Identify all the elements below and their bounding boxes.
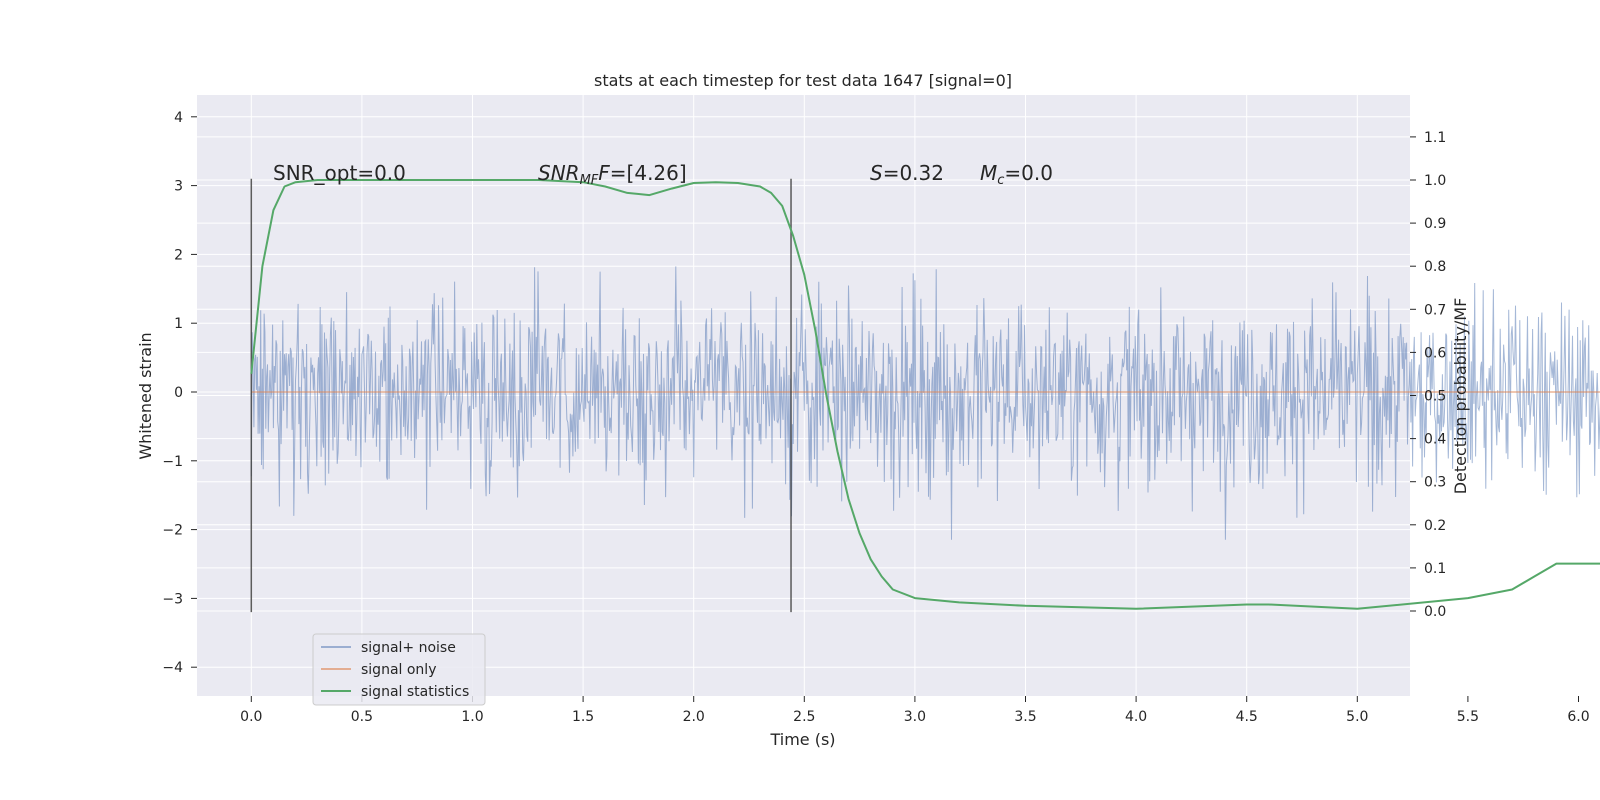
y-axis-label-right: Detection probability/MF <box>1451 298 1470 495</box>
x-tick-label: 5.5 <box>1457 709 1479 725</box>
y-tick-label-left: −1 <box>162 454 183 470</box>
legend-label-stats: signal statistics <box>361 684 469 700</box>
x-tick-label: 5.0 <box>1346 709 1368 725</box>
y-axis-label-left: Whitened strain <box>136 332 155 459</box>
y-tick-label-right: 0.7 <box>1424 302 1446 318</box>
chart-title: stats at each timestep for test data 164… <box>594 71 1012 90</box>
y-tick-label-right: 0.9 <box>1424 216 1446 232</box>
x-tick-label: 1.5 <box>572 709 594 725</box>
y-tick-label-right: 0.4 <box>1424 432 1446 448</box>
y-tick-label-right: 0.8 <box>1424 259 1446 275</box>
y-tick-label-left: 0 <box>174 385 183 401</box>
y-tick-label-right: 0.0 <box>1424 604 1446 620</box>
y-tick-label-left: −3 <box>162 591 183 607</box>
x-tick-label: 0.0 <box>240 709 262 725</box>
y-tick-label-right: 0.2 <box>1424 518 1446 534</box>
legend-box <box>312 633 486 706</box>
y-tick-label-right: 0.3 <box>1424 475 1446 491</box>
snr-mf-sub: MF <box>580 173 599 188</box>
mc-value: =0.0 <box>1004 161 1053 185</box>
y-tick-label-right: 1.0 <box>1424 173 1446 189</box>
x-tick-label: 4.5 <box>1236 709 1258 725</box>
y-tick-label-left: 2 <box>174 247 183 263</box>
legend-label-noise: signal+ noise <box>361 640 456 656</box>
y-tick-label-left: 3 <box>174 179 183 195</box>
x-tick-label: 0.5 <box>351 709 373 725</box>
mc-annotation: Mc=0.0 <box>980 161 1053 188</box>
noise-series <box>250 266 1600 540</box>
x-tick-label: 1.0 <box>461 709 483 725</box>
noise-line <box>250 266 1600 540</box>
x-tick-label: 3.0 <box>904 709 926 725</box>
snr-mf-f: F <box>598 161 610 185</box>
x-axis-label: Time (s) <box>769 730 835 749</box>
y-tick-label-right: 0.5 <box>1424 389 1446 405</box>
snr-opt-annotation: SNR_opt=0.0 <box>273 161 406 185</box>
x-tick-label: 4.0 <box>1125 709 1147 725</box>
snr-mf-annotation: SNRMFF=[4.26] <box>538 161 687 188</box>
y-tick-label-left: −4 <box>162 660 183 676</box>
y-tick-label-right: 0.6 <box>1424 345 1446 361</box>
y-tick-label-left: −2 <box>162 523 183 539</box>
x-tick-label: 2.5 <box>793 709 815 725</box>
stats-line <box>250 179 1600 610</box>
snr-mf-value: =[4.26] <box>610 161 687 185</box>
x-tick-label: 2.0 <box>683 709 705 725</box>
y-tick-label-right: 1.1 <box>1424 130 1446 146</box>
legend: signal+ noise signal only signal statist… <box>312 633 486 706</box>
y-tick-label-left: 4 <box>174 110 183 126</box>
vertical-markers <box>250 178 792 613</box>
s-annotation: S=0.32 <box>870 161 944 185</box>
y-tick-label-left: 1 <box>174 316 183 332</box>
stats-series <box>250 179 1600 610</box>
mc-sub: c <box>997 173 1004 188</box>
mc-name: M <box>980 161 997 185</box>
s-value: =0.32 <box>883 161 944 185</box>
legend-label-signal: signal only <box>361 662 436 678</box>
x-tick-label: 6.0 <box>1567 709 1589 725</box>
snr-mf-name: SNR <box>538 161 580 185</box>
y-tick-label-right: 0.1 <box>1424 561 1446 577</box>
x-tick-label: 3.5 <box>1014 709 1036 725</box>
s-name: S <box>870 161 883 185</box>
axes: 0.00.51.01.52.02.53.03.54.04.55.05.56.06… <box>162 110 1589 725</box>
